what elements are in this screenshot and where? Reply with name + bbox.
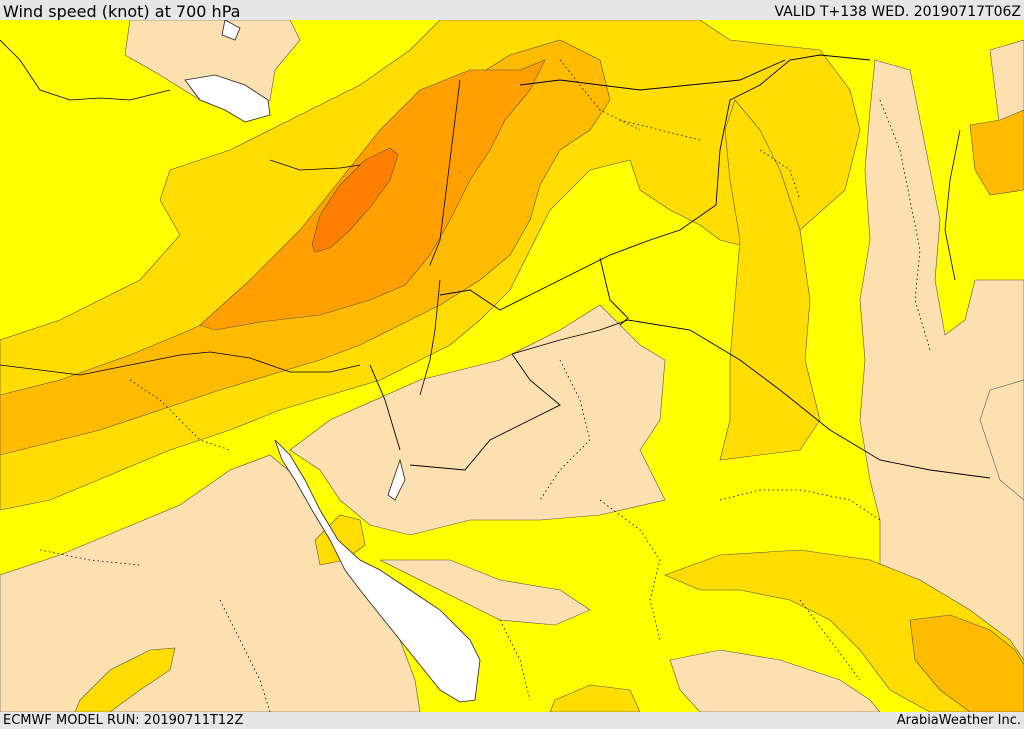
wind-speed-map (0, 20, 1024, 712)
valid-time: VALID T+138 WED. 20190717T06Z (774, 4, 1021, 20)
country-borders (369, 54, 991, 479)
header-bar (0, 0, 1024, 20)
credit-label: ArabiaWeather Inc. (896, 713, 1021, 728)
band-peak-area (311, 147, 399, 253)
map-title: Wind speed (knot) at 700 hPa (3, 2, 241, 21)
internal-boundaries (39, 59, 931, 712)
band-lowest-areas (0, 20, 1024, 712)
model-run-label: ECMWF MODEL RUN: 20190711T12Z (3, 713, 244, 728)
footer-bar (0, 712, 1024, 729)
water-bodies (184, 20, 481, 703)
coastlines (0, 39, 961, 396)
